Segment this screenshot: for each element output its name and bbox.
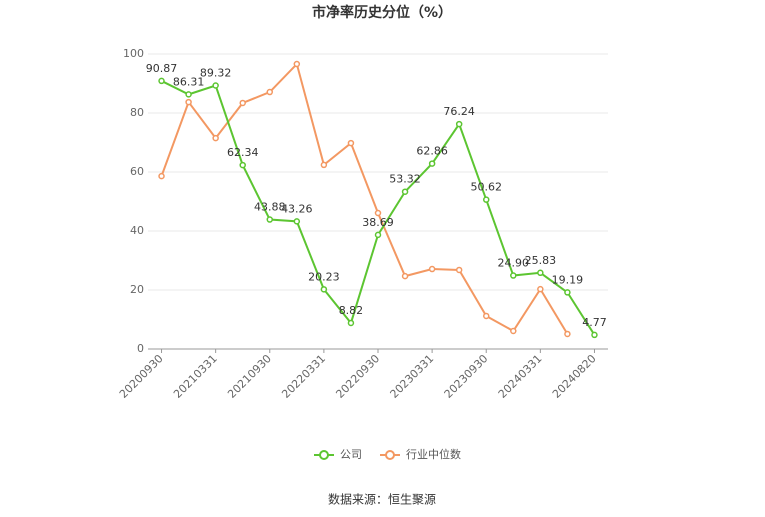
x-tick-label: 20220331 <box>279 352 328 401</box>
point <box>212 82 219 89</box>
x-tick-label: 20230930 <box>442 352 491 401</box>
data-label: 89.32 <box>200 67 232 80</box>
data-label: 25.83 <box>525 254 557 267</box>
data-label: 62.86 <box>416 145 448 158</box>
point <box>455 120 463 128</box>
point <box>185 91 192 98</box>
point <box>266 88 274 96</box>
point <box>320 286 328 293</box>
point <box>374 209 382 217</box>
data-label: 20.23 <box>308 270 340 283</box>
data-label: 38.69 <box>362 216 394 229</box>
legend-item: 行业中位数 <box>380 447 461 461</box>
point <box>482 196 490 203</box>
point <box>374 231 382 239</box>
legend-item: 公司 <box>314 448 362 461</box>
data-label: 53.32 <box>389 173 421 186</box>
data-label: 90.87 <box>146 62 178 75</box>
chart-title: 市净率历史分位（%） <box>312 4 452 21</box>
point <box>537 285 544 293</box>
point <box>347 319 355 327</box>
y-tick-label: 60 <box>130 165 144 178</box>
point <box>401 188 409 195</box>
point <box>537 269 544 277</box>
x-tick-label: 20240331 <box>496 352 545 401</box>
x-tick-label: 20210331 <box>171 352 220 401</box>
legend-marker <box>385 450 395 460</box>
x-tick-label: 20220930 <box>333 352 382 401</box>
x-tick-label: 20200930 <box>117 352 166 401</box>
legend-marker <box>319 450 329 460</box>
data-label: 43.88 <box>254 201 286 214</box>
data-label: 24.90 <box>498 257 530 270</box>
point <box>185 98 192 106</box>
point <box>428 160 436 167</box>
point <box>347 139 355 147</box>
data-label: 19.19 <box>552 273 584 286</box>
point <box>591 331 598 339</box>
point <box>239 99 246 107</box>
x-tick-label: 20230331 <box>388 352 437 401</box>
y-tick-label: 80 <box>130 106 144 119</box>
data-label: 86.31 <box>173 75 205 88</box>
x-tick-label: 20210930 <box>225 352 274 401</box>
y-tick-label: 0 <box>137 342 144 355</box>
legend-label: 行业中位数 <box>406 447 461 461</box>
data-label: 43.26 <box>281 202 313 215</box>
point <box>266 216 274 223</box>
series-line <box>161 80 596 336</box>
point <box>401 272 409 280</box>
data-label: 62.34 <box>227 146 259 159</box>
x-tick-label: 20240820 <box>550 352 599 401</box>
point <box>510 272 517 279</box>
point <box>564 289 571 296</box>
point <box>510 327 517 335</box>
point <box>482 312 490 320</box>
y-tick-label: 20 <box>130 283 144 296</box>
data-label: 8.82 <box>339 304 364 317</box>
point <box>428 265 436 273</box>
point <box>158 77 165 85</box>
point <box>239 161 246 169</box>
point <box>293 60 301 68</box>
data-label: 50.62 <box>470 181 502 194</box>
data-label: 4.77 <box>582 316 607 329</box>
y-tick-label: 100 <box>123 47 144 60</box>
source: 数据来源：恒生聚源 <box>328 492 436 507</box>
point <box>212 134 219 142</box>
legend-label: 公司 <box>340 448 362 461</box>
point <box>293 218 301 225</box>
data-label: 76.24 <box>443 105 475 118</box>
series-line <box>160 62 569 335</box>
point <box>158 172 165 180</box>
point <box>564 330 571 338</box>
point <box>320 161 328 169</box>
point <box>455 266 463 274</box>
y-tick-label: 40 <box>130 224 144 237</box>
